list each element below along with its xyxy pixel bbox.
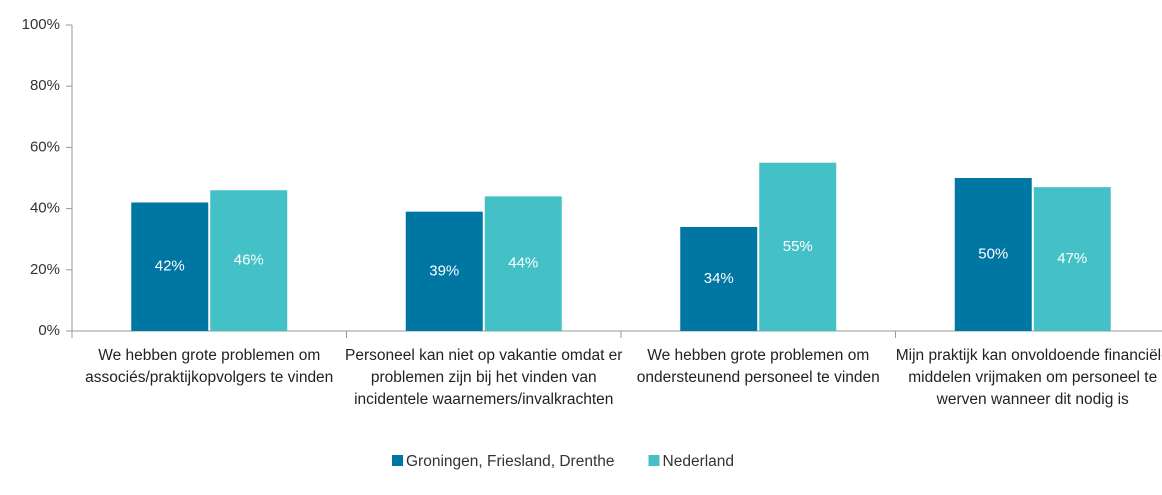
bar — [759, 162, 837, 331]
y-tick-label: 100% — [22, 16, 60, 33]
bar — [405, 211, 483, 331]
bar — [954, 178, 1032, 331]
y-tick-label: 60% — [30, 138, 60, 155]
legend-label: Nederland — [663, 453, 735, 470]
x-tick-label: We hebben grote problemen om ondersteune… — [636, 347, 880, 386]
bar — [210, 190, 288, 331]
y-tick-label: 0% — [38, 322, 60, 339]
data-label: 39% — [429, 262, 459, 279]
legend-swatch — [392, 455, 403, 466]
legend-swatch — [648, 455, 660, 466]
bar — [680, 226, 758, 331]
data-label: 50% — [978, 245, 1008, 262]
x-tick-label: We hebben grote problemen om associés/pr… — [85, 347, 334, 386]
data-label: 34% — [704, 270, 734, 287]
bar — [131, 202, 209, 331]
bar — [1033, 187, 1111, 331]
bar — [484, 196, 562, 331]
y-tick-label: 40% — [30, 200, 60, 217]
x-tick-label: Mijn praktijk kan onvoldoende financiële… — [895, 347, 1162, 408]
data-label: 55% — [783, 238, 813, 255]
x-tick-label: Personeel kan niet op vakantie omdat er … — [345, 347, 623, 408]
y-tick-label: 80% — [30, 77, 60, 94]
data-label: 47% — [1057, 250, 1087, 267]
data-label: 42% — [155, 258, 185, 275]
data-label: 46% — [234, 252, 264, 269]
data-label: 44% — [508, 255, 538, 272]
legend-label: Groningen, Friesland, Drenthe — [406, 453, 615, 470]
y-tick-label: 20% — [30, 261, 60, 278]
